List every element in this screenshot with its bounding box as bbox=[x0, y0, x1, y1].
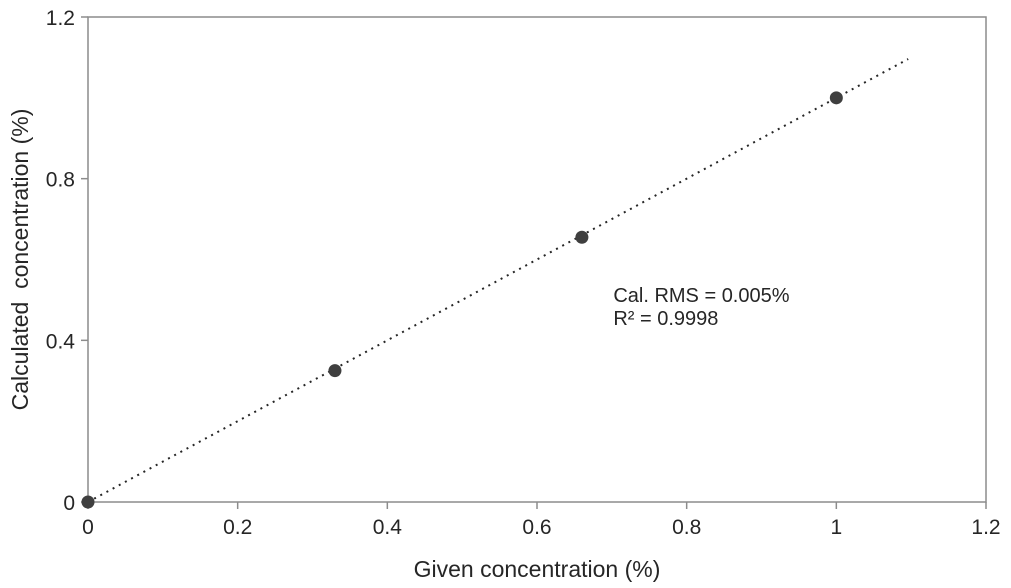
x-tick-label: 1.2 bbox=[971, 516, 1000, 539]
y-tick-label: 1.2 bbox=[46, 7, 75, 30]
x-tick-label: 0.2 bbox=[223, 516, 252, 539]
x-tick-label: 1 bbox=[830, 516, 842, 539]
data-point bbox=[829, 91, 843, 105]
x-tick-label: 0.8 bbox=[672, 516, 701, 539]
y-tick-label: 0.8 bbox=[46, 169, 75, 192]
data-point bbox=[575, 230, 589, 244]
x-tick-label: 0.6 bbox=[522, 516, 551, 539]
x-axis-title: Given concentration (%) bbox=[414, 556, 661, 582]
x-tick-label: 0.4 bbox=[373, 516, 403, 539]
x-tick-label: 0 bbox=[82, 516, 94, 539]
trend-line bbox=[87, 58, 909, 503]
data-point bbox=[328, 364, 342, 378]
y-tick-label: 0 bbox=[63, 492, 75, 515]
annotation-text: R² = 0.9998 bbox=[613, 308, 718, 330]
y-axis-title: Calculated concentration (%) bbox=[7, 109, 33, 411]
y-tick-label: 0.4 bbox=[46, 330, 76, 353]
data-point bbox=[81, 495, 95, 509]
annotation-text: Cal. RMS = 0.005% bbox=[613, 285, 789, 307]
